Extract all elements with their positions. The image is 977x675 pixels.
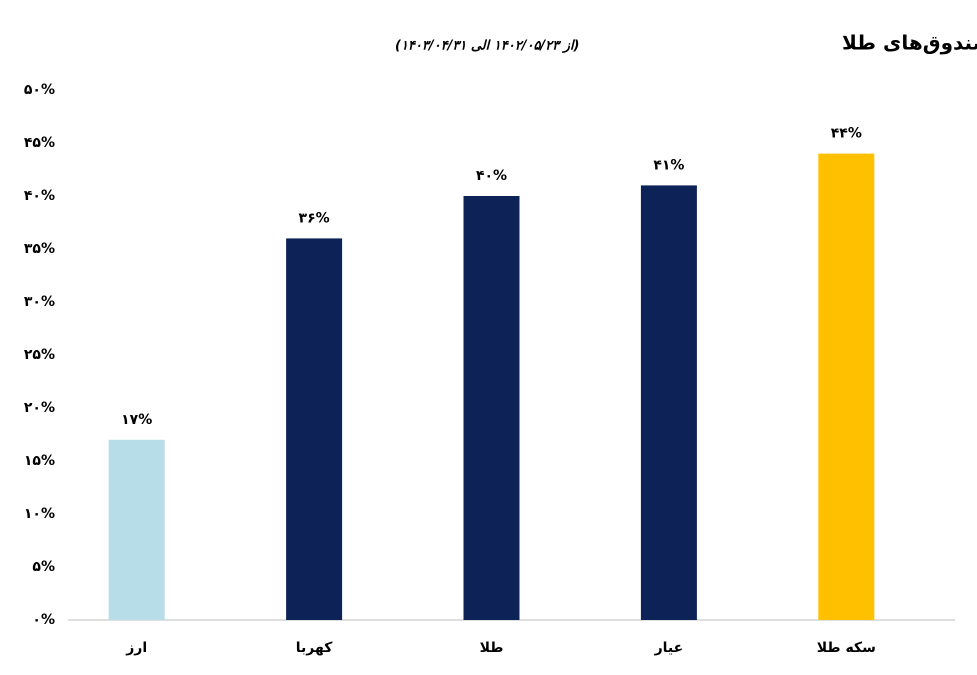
- x-tick-label: عیار: [654, 640, 684, 656]
- data-label: ۴۴%: [831, 126, 862, 142]
- x-tick-label: کهربا: [296, 640, 333, 656]
- data-label: ۱۷%: [121, 412, 152, 428]
- y-tick-label: ۵۰%: [24, 82, 55, 98]
- data-label: ۴۰%: [476, 168, 507, 184]
- y-tick-label: ۰%: [32, 612, 55, 628]
- y-tick-label: ۲۰%: [24, 400, 55, 416]
- y-tick-label: ۱۰%: [24, 506, 55, 522]
- y-tick-label: ۲۵%: [24, 347, 55, 363]
- y-tick-label: ۳۵%: [24, 241, 55, 257]
- chart-subtitle: (از ۱۴۰۲/۰۵/۲۳ الی ۱۴۰۳/۰۴/۳۱): [395, 39, 580, 54]
- x-tick-label: طلا: [480, 640, 504, 656]
- y-tick-label: ۵%: [32, 559, 55, 575]
- bar: [108, 439, 165, 620]
- bar: [286, 238, 343, 620]
- data-label: ۴۱%: [653, 157, 684, 173]
- y-tick-label: ۴۵%: [24, 135, 55, 151]
- chart-title: مقایسه بازدهی ارز، سکه طلا و صندوق‌های ط…: [842, 31, 977, 55]
- y-tick-label: ۱۵%: [24, 453, 55, 469]
- y-tick-label: ۳۰%: [24, 294, 55, 310]
- y-tick-label: ۴۰%: [24, 188, 55, 204]
- bar: [640, 185, 697, 620]
- x-tick-label: ارز: [125, 640, 147, 656]
- data-label: ۳۶%: [299, 210, 330, 226]
- bar: [463, 196, 520, 620]
- bar: [818, 153, 875, 620]
- x-tick-label: سکه طلا: [817, 640, 876, 656]
